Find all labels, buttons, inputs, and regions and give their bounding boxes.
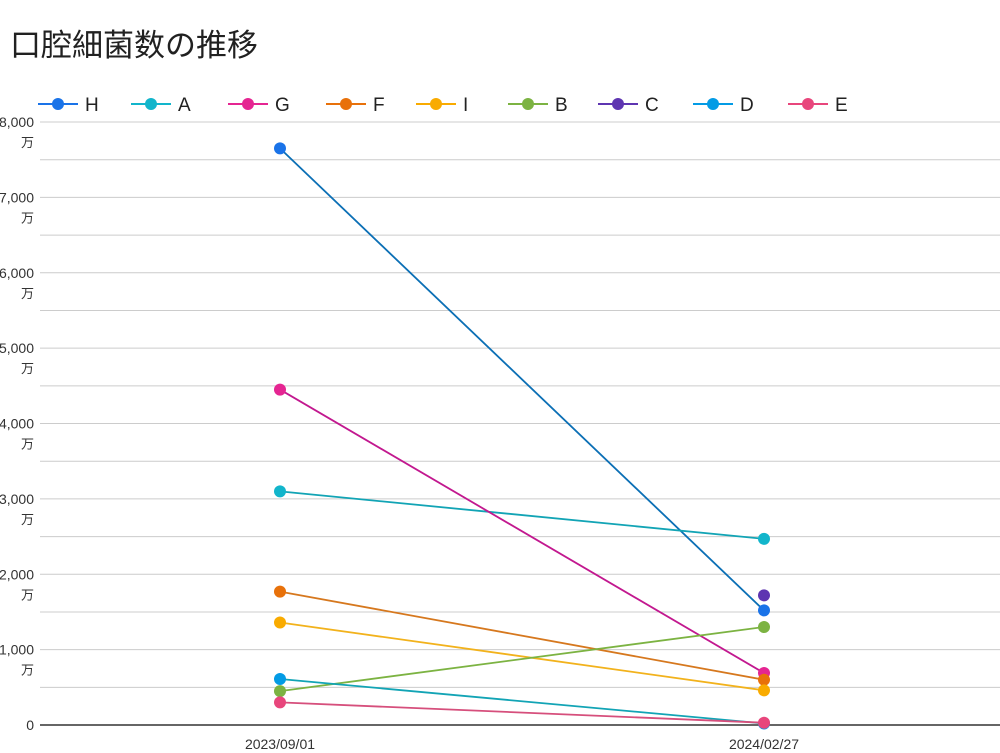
y-tick-label: 6,000 [0,265,34,281]
data-point-I [274,616,286,629]
series-points [274,142,770,730]
data-point-A [758,532,770,545]
legend-label: G [275,95,290,116]
data-point-E [274,696,286,709]
y-tick-unit: 万 [21,211,34,226]
series-lines [279,147,765,725]
y-tick-unit: 万 [21,513,34,528]
legend-item-F: F [326,95,385,116]
series-line-G [279,388,765,674]
y-tick-unit: 万 [21,664,34,679]
legend-marker [802,98,814,110]
legend-item-H: H [38,95,99,116]
legend-item-D: D [693,95,754,116]
series-line-A [279,490,765,540]
data-point-C [758,589,770,602]
data-point-H [274,142,286,155]
data-point-G [274,383,286,396]
legend-marker [612,98,624,110]
legend-marker [707,98,719,110]
legend-marker [430,98,442,110]
legend-item-I: I [416,95,468,116]
legend-marker [145,98,157,110]
data-point-I [758,684,770,697]
legend-label: H [85,95,99,116]
legend-marker [52,98,64,110]
y-tick-label: 8,000 [0,114,34,130]
series-line-B [279,626,765,692]
y-tick-unit: 万 [21,588,34,603]
legend-label: B [555,95,568,116]
y-tick-label: 0 [26,717,34,733]
y-tick-unit: 万 [21,438,34,453]
legend-marker [522,98,534,110]
series-line-D [279,678,765,725]
x-axis-labels: 2023/09/01 2024/02/27 [245,736,799,752]
data-point-E [758,716,770,729]
x-tick-label: 2023/09/01 [245,736,315,752]
chart-title: 口腔細菌数の推移 [10,28,258,64]
legend-marker [340,98,352,110]
legend-item-C: C [598,95,659,116]
legend-label: D [740,95,754,116]
y-tick-unit: 万 [21,287,34,302]
y-tick-label: 5,000 [0,340,34,356]
y-tick-label: 7,000 [0,189,34,205]
legend-label: F [373,95,385,116]
series-line-H [279,147,765,612]
gridlines [40,121,1000,726]
legend-label: C [645,95,659,116]
data-point-D [274,673,286,686]
series-line-I [279,621,765,692]
legend-label: A [178,95,191,116]
y-tick-label: 1,000 [0,642,34,658]
legend-label: I [463,95,468,116]
legend-marker [242,98,254,110]
y-tick-label: 4,000 [0,416,34,432]
series-line-F [279,590,765,681]
legend-label: E [835,95,848,116]
y-axis-labels: 0 1,000 万 2,000 万 3,000 万 4,000 万 5,000 万 6,000 万 7,0… [0,114,34,733]
legend-item-E: E [788,95,848,116]
data-point-F [758,673,770,686]
legend-item-B: B [508,95,568,116]
data-point-B [758,621,770,634]
legend-item-G: G [228,95,290,116]
y-tick-label: 3,000 [0,491,34,507]
data-point-H [758,604,770,617]
data-point-F [274,585,286,598]
y-tick-unit: 万 [21,362,34,377]
series-line-E [279,701,765,724]
data-point-A [274,485,286,498]
data-point-B [274,685,286,698]
legend-item-A: A [131,95,191,116]
x-tick-label: 2024/02/27 [729,736,799,752]
y-tick-label: 2,000 [0,566,34,582]
y-tick-unit: 万 [21,136,34,151]
